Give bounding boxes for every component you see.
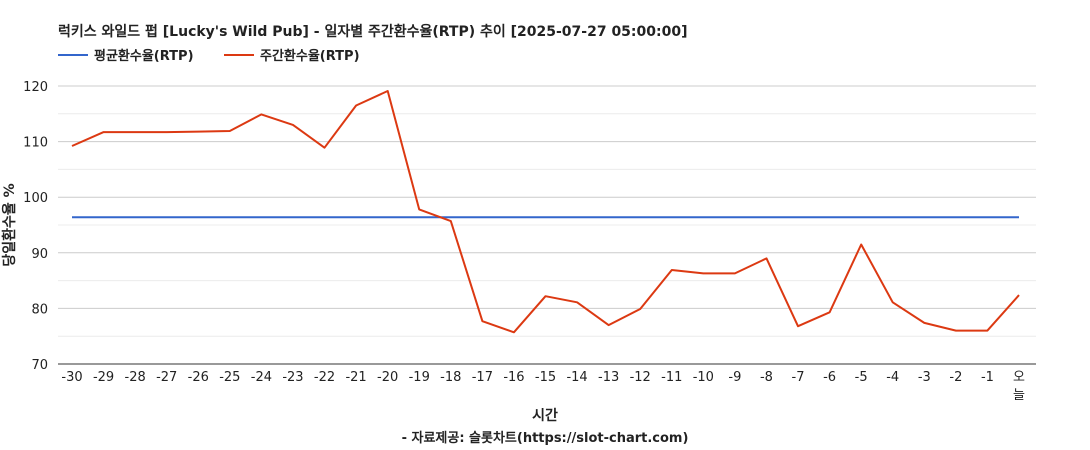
legend-label-weekly: 주간환수율(RTP) bbox=[260, 48, 360, 64]
x-tick-label: -13 bbox=[598, 370, 619, 385]
legend-label-average: 평균환수율(RTP) bbox=[94, 48, 194, 64]
y-tick-label: 70 bbox=[31, 358, 48, 373]
x-tick-label: -23 bbox=[282, 370, 303, 385]
x-tick-label: -14 bbox=[566, 370, 587, 385]
x-tick-label: -10 bbox=[693, 370, 714, 385]
chart-title: 럭키스 와일드 펍 [Lucky's Wild Pub] - 일자별 주간환수율… bbox=[58, 23, 688, 40]
x-tick-label: -17 bbox=[472, 370, 493, 385]
y-axis-ticks: 70 80 90 100 110 120 bbox=[23, 80, 48, 373]
series-line-weekly-rtp bbox=[71, 90, 1020, 334]
x-tick-label: -28 bbox=[125, 370, 146, 385]
series-lines bbox=[71, 90, 1020, 334]
x-tick-label: -4 bbox=[886, 370, 899, 385]
gridlines bbox=[58, 85, 1036, 337]
x-tick-label: -9 bbox=[728, 370, 741, 385]
x-tick-label: -3 bbox=[918, 370, 931, 385]
x-tick-label: -6 bbox=[823, 370, 836, 385]
x-tick-label: -25 bbox=[219, 370, 240, 385]
x-tick-label: -18 bbox=[440, 370, 461, 385]
x-tick-label: -22 bbox=[314, 370, 335, 385]
x-tick-label: -1 bbox=[981, 370, 994, 385]
x-tick-label: -12 bbox=[630, 370, 651, 385]
y-tick-label: 120 bbox=[23, 80, 48, 95]
x-tick-label: -19 bbox=[409, 370, 430, 385]
x-tick-label: -30 bbox=[61, 370, 82, 385]
y-tick-label: 110 bbox=[23, 136, 48, 151]
source-credit: - 자료제공: 슬롯차트(https://slot-chart.com) bbox=[402, 430, 689, 446]
x-tick-label: -15 bbox=[535, 370, 556, 385]
x-axis-label: 시간 bbox=[532, 407, 558, 424]
x-tick-label: -16 bbox=[503, 370, 524, 385]
y-tick-label: 80 bbox=[31, 302, 48, 317]
x-tick-label: -20 bbox=[377, 370, 398, 385]
y-axis-label: 당일환수율 % bbox=[1, 183, 18, 266]
x-tick-label: -11 bbox=[661, 370, 682, 385]
legend: 평균환수율(RTP) 주간환수율(RTP) bbox=[58, 48, 360, 64]
y-tick-label: 90 bbox=[31, 247, 48, 262]
x-tick-label: -24 bbox=[251, 370, 272, 385]
x-tick-label: -29 bbox=[93, 370, 114, 385]
y-tick-label: 100 bbox=[23, 191, 48, 206]
x-axis-ticks: -30 -29 -28 -27 -26 -25 -24 -23 -22 -21 -20 -19 -18-… bbox=[61, 370, 1025, 403]
x-tick-label: -27 bbox=[156, 370, 177, 385]
x-tick-label: -5 bbox=[855, 370, 868, 385]
x-tick-label: -2 bbox=[949, 370, 962, 385]
x-tick-label: -7 bbox=[792, 370, 805, 385]
x-tick-label: -21 bbox=[345, 370, 366, 385]
x-tick-label: -8 bbox=[760, 370, 773, 385]
x-tick-label: -26 bbox=[188, 370, 209, 385]
